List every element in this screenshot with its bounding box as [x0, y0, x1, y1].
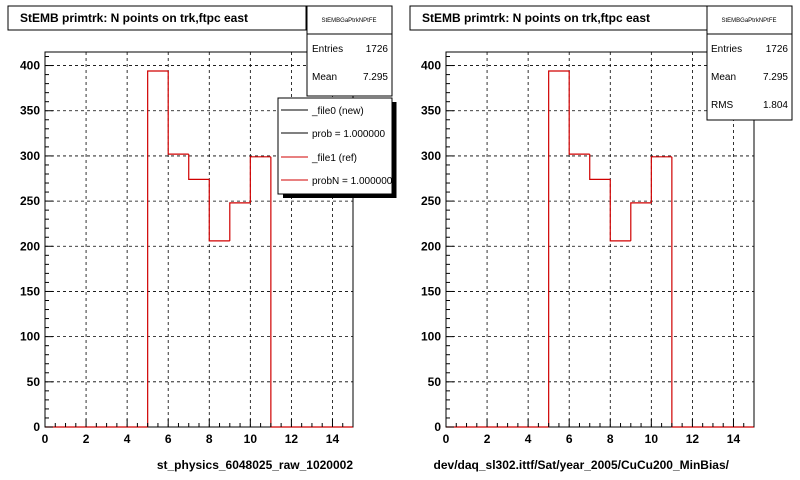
y-tick-label-right-3: 150 [421, 284, 441, 298]
histogram-bin-left-8 [208, 179, 230, 242]
stats-box-right: StEMBGaPtrkNPtFE Entries 1726 Mean 7.295… [706, 5, 793, 121]
chart-title-left: StEMB primtrk: N points on trk,ftpc east [20, 11, 248, 25]
y-tick-label-right-2: 100 [421, 330, 441, 344]
grid-right [446, 52, 754, 427]
histogram-bin-right-8 [609, 179, 631, 242]
x-tick-label-right-6: 12 [686, 432, 700, 446]
histogram-bin-left-6 [167, 70, 189, 155]
y-tick-label-left-3: 150 [20, 284, 40, 298]
y-tick-label-right-8: 400 [421, 59, 441, 73]
histogram-bin-left-5 [147, 70, 169, 427]
y-tick-label-right-5: 250 [421, 194, 441, 208]
x-tick-label-right-1: 2 [484, 432, 491, 446]
x-tick-label-right-3: 6 [566, 432, 573, 446]
x-axis-label-right: dev/daq_sl302.ittf/Sat/year_2005/CuCu200… [434, 458, 730, 472]
stats-box-left: StEMBGaPtrkNPtFE Entries 1726 Mean 7.295 [306, 5, 393, 97]
y-tick-label-right-7: 350 [421, 104, 441, 118]
x-tick-label-left-2: 4 [124, 432, 131, 446]
title-box-right: StEMB primtrk: N points on trk,ftpc east [409, 5, 709, 31]
histogram-bin-right-6 [568, 70, 590, 155]
histogram-bin-left-10 [249, 156, 271, 203]
y-tick-label-right-1: 50 [428, 375, 442, 389]
legend-label-new: _file0 (new) [311, 106, 364, 117]
y-tick-label-right-0: 0 [434, 420, 441, 434]
panel-right: 0 2 4 6 8 10 12 14 0 50 100 150 200 250 300 350 400 StEM… [409, 5, 793, 472]
y-tick-label-left-2: 100 [20, 330, 40, 344]
legend-label-ref: _file1 (ref) [311, 153, 357, 164]
histogram-bin-right-9 [630, 202, 652, 241]
stats-entries-value-left: 1726 [366, 44, 389, 55]
stats-rms-value-right: 1.804 [763, 100, 788, 111]
x-tick-label-right-0: 0 [443, 432, 450, 446]
title-box-left: StEMB primtrk: N points on trk,ftpc east [7, 5, 307, 31]
x-tick-label-left-1: 2 [83, 432, 90, 446]
x-tick-label-left-0: 0 [42, 432, 49, 446]
x-tick-label-left-4: 8 [206, 432, 213, 446]
y-tick-label-left-6: 300 [20, 149, 40, 163]
panel-left: 0 2 4 6 8 10 12 14 0 50 100 150 200 250 300 350 400 StEM… [7, 5, 401, 472]
y-tick-label-left-0: 0 [33, 420, 40, 434]
stats-entries-value-right: 1726 [766, 44, 789, 55]
stats-mean-label-left: Mean [312, 72, 337, 83]
stats-mean-value-right: 7.295 [763, 72, 788, 83]
x-tick-label-right-2: 4 [525, 432, 532, 446]
histogram-right [446, 70, 754, 428]
histogram-bin-right-5 [548, 70, 570, 427]
histogram-bin-right-11 [671, 156, 693, 428]
x-tick-label-left-5: 10 [244, 432, 258, 446]
legend-label-probn: probN = 1.000000 [312, 176, 393, 187]
x-tick-label-left-6: 12 [285, 432, 299, 446]
histogram-bin-right-10 [650, 156, 672, 203]
stats-entries-label-left: Entries [312, 44, 343, 55]
stats-entries-label-right: Entries [711, 44, 742, 55]
y-tick-label-left-7: 350 [20, 104, 40, 118]
histogram-bin-left-7 [188, 154, 210, 181]
y-tick-label-right-4: 200 [421, 239, 441, 253]
y-tick-label-right-6: 300 [421, 149, 441, 163]
x-tick-label-right-7: 14 [727, 432, 741, 446]
stats-title-right: StEMBGaPtrkNPtFE [721, 18, 776, 24]
stats-title-left: StEMBGaPtrkNPtFE [321, 18, 376, 24]
legend-label-prob: prob = 1.000000 [312, 129, 386, 140]
y-tick-label-left-5: 250 [20, 194, 40, 208]
legend-left: _file0 (new) prob = 1.000000 _file1 (ref… [277, 97, 401, 202]
x-tick-label-left-7: 14 [326, 432, 340, 446]
x-tick-label-left-3: 6 [165, 432, 172, 446]
axes-right: 0 2 4 6 8 10 12 14 0 50 100 150 200 250 300 350 400 [421, 56, 755, 446]
y-tick-label-left-1: 50 [27, 375, 41, 389]
chart-title-right: StEMB primtrk: N points on trk,ftpc east [422, 11, 650, 25]
stats-mean-label-right: Mean [711, 72, 736, 83]
histogram-bin-left-9 [229, 202, 251, 241]
x-axis-label-left: st_physics_6048025_raw_1020002 [157, 458, 353, 472]
x-tick-label-right-4: 8 [607, 432, 614, 446]
stats-mean-value-left: 7.295 [363, 72, 388, 83]
histogram-bin-right-7 [589, 154, 611, 181]
axes-left: 0 2 4 6 8 10 12 14 0 50 100 150 200 250 300 350 400 [20, 56, 354, 446]
stats-rms-label-right: RMS [711, 100, 734, 111]
x-tick-label-right-5: 10 [645, 432, 659, 446]
y-tick-label-left-4: 200 [20, 239, 40, 253]
y-tick-label-left-8: 400 [20, 59, 40, 73]
